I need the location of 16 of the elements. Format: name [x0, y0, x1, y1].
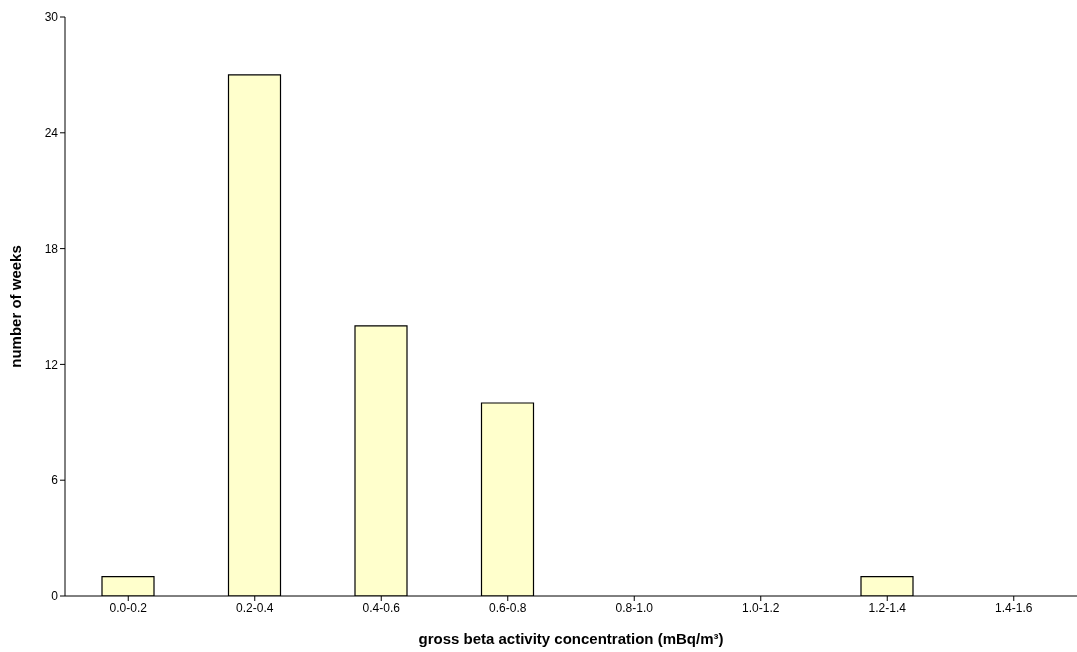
y-tick-label: 24 [44, 126, 59, 141]
y-tick-label: 30 [44, 10, 59, 25]
x-axis-title: gross beta activity concentration (mBq/m³) [418, 630, 724, 647]
y-tick-label: 12 [44, 357, 59, 372]
y-tick-label: 18 [44, 241, 59, 256]
x-tick-label: 1.4-1.6 [995, 600, 1033, 615]
x-tick-label: 0.2-0.4 [236, 600, 274, 615]
x-tick-label: 0.8-1.0 [615, 600, 654, 615]
x-tick-label: 0.0-0.2 [109, 600, 148, 615]
y-tick-label: 0 [51, 589, 59, 604]
x-tick-label: 1.2-1.4 [868, 600, 907, 615]
y-axis-title: number of weeks [7, 245, 25, 368]
y-tick-label: 6 [51, 473, 59, 488]
x-tick-label: 1.0-1.2 [742, 600, 780, 615]
x-tick-label: 0.6-0.8 [489, 600, 527, 615]
x-tick-label: 0.4-0.6 [362, 600, 401, 615]
